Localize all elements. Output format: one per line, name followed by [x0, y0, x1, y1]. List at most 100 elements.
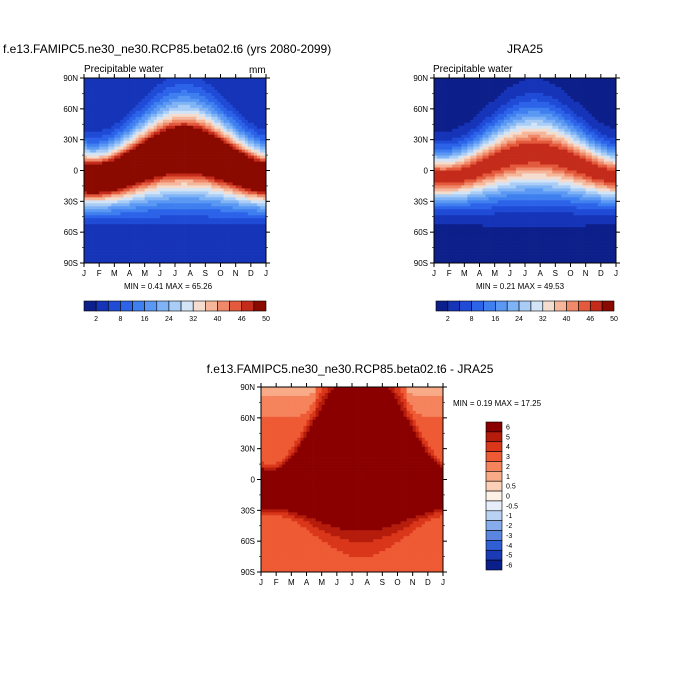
- field-cell: [111, 200, 115, 204]
- field-cell: [175, 251, 179, 255]
- field-cell: [126, 89, 130, 94]
- field-cell: [208, 119, 212, 124]
- field-cell: [123, 146, 127, 150]
- field-cell: [612, 83, 617, 88]
- field-cell: [485, 107, 489, 112]
- field-cell: [165, 158, 170, 162]
- field-cell: [159, 149, 164, 153]
- field-cell: [159, 110, 164, 115]
- field-cell: [202, 104, 206, 109]
- field-cell: [132, 116, 136, 121]
- model-colorbar: 2 8 16 24 32 40 46 50: [83, 300, 270, 323]
- field-cell: [250, 92, 255, 97]
- field-cell: [190, 155, 194, 159]
- field-cell: [193, 128, 197, 133]
- field-cell: [175, 224, 179, 228]
- field-cell: [452, 104, 456, 109]
- field-cell: [108, 167, 112, 171]
- field-cell: [202, 92, 206, 97]
- field-cell: [211, 125, 215, 130]
- field-cell: [129, 173, 133, 177]
- field-cell: [528, 78, 532, 82]
- field-cell: [515, 83, 520, 88]
- field-cell: [96, 173, 100, 177]
- field-cell: [147, 167, 152, 171]
- field-cell: [232, 221, 237, 225]
- field-cell: [138, 104, 142, 109]
- field-cell: [129, 239, 133, 243]
- field-cell: [235, 110, 240, 115]
- field-cell: [561, 92, 565, 97]
- field-cell: [458, 122, 462, 127]
- field-cell: [476, 95, 480, 100]
- field-cell: [193, 92, 197, 97]
- field-cell: [111, 140, 115, 144]
- field-cell: [144, 242, 149, 246]
- field-cell: [464, 128, 468, 133]
- field-cell: [96, 134, 100, 139]
- field-cell: [135, 80, 139, 85]
- field-cell: [229, 95, 233, 100]
- field-cell: [87, 155, 91, 159]
- field-cell: [262, 164, 267, 168]
- field-cell: [488, 107, 492, 112]
- field-cell: [440, 89, 444, 94]
- field-cell: [96, 167, 100, 171]
- field-cell: [105, 140, 109, 144]
- field-cell: [506, 125, 511, 130]
- field-cell: [141, 245, 146, 249]
- field-cell: [171, 152, 176, 156]
- field-cell: [546, 107, 550, 112]
- field-cell: [144, 209, 149, 213]
- field-cell: [159, 230, 164, 234]
- field-cell: [193, 200, 197, 204]
- jra25-panel: JRA25 Precipitable water J F M A M J J A S O N D J90…: [413, 42, 620, 323]
- field-cell: [473, 80, 477, 85]
- field-cell: [105, 251, 109, 255]
- field-cell: [199, 98, 203, 103]
- field-cell: [129, 155, 133, 159]
- field-cell: [603, 101, 608, 106]
- field-cell: [108, 149, 112, 153]
- field-cell: [147, 122, 152, 127]
- field-cell: [156, 260, 161, 264]
- field-cell: [588, 119, 593, 124]
- field-cell: [144, 197, 149, 201]
- field-cell: [558, 131, 562, 136]
- field-cell: [135, 152, 139, 156]
- field-cell: [521, 116, 526, 121]
- field-cell: [202, 215, 206, 219]
- field-cell: [168, 98, 173, 103]
- field-cell: [108, 86, 112, 91]
- field-cell: [126, 185, 130, 189]
- field-cell: [90, 128, 94, 133]
- field-cell: [214, 143, 218, 147]
- y-tick-label: 60N: [63, 105, 78, 114]
- field-cell: [129, 251, 133, 255]
- field-cell: [93, 137, 97, 142]
- field-cell: [99, 134, 103, 139]
- field-cell: [138, 134, 142, 139]
- field-cell: [561, 78, 565, 82]
- field-cell: [576, 128, 580, 133]
- field-cell: [153, 200, 158, 204]
- field-cell: [217, 134, 221, 139]
- field-cell: [102, 170, 106, 174]
- field-cell: [168, 101, 173, 106]
- field-cell: [93, 206, 97, 210]
- field-cell: [217, 80, 221, 85]
- field-cell: [506, 131, 511, 136]
- field-cell: [129, 227, 133, 231]
- field-cell: [96, 182, 100, 186]
- field-cell: [214, 155, 218, 159]
- field-cell: [93, 152, 97, 156]
- field-cell: [117, 158, 121, 162]
- field-cell: [138, 257, 142, 261]
- x-tick-label: D: [248, 269, 254, 278]
- field-cell: [190, 239, 194, 243]
- field-cell: [549, 86, 553, 91]
- field-cell: [573, 113, 577, 118]
- field-cell: [494, 86, 499, 91]
- field-cell: [220, 146, 224, 150]
- field-cell: [226, 83, 230, 88]
